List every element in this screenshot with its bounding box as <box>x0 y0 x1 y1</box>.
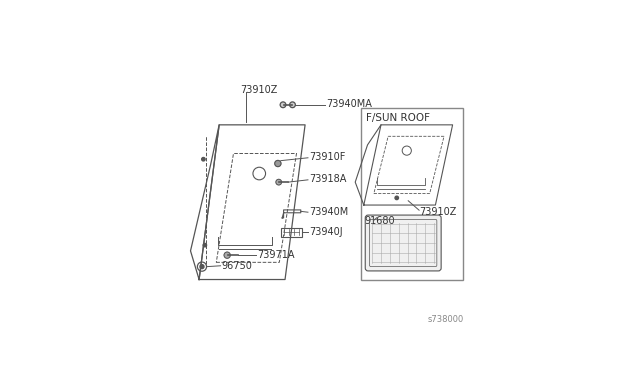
Circle shape <box>224 252 230 258</box>
Text: 73910F: 73910F <box>309 152 345 162</box>
Text: F/SUN ROOF: F/SUN ROOF <box>366 113 430 123</box>
Circle shape <box>276 180 282 185</box>
Text: s738000: s738000 <box>428 315 464 324</box>
Circle shape <box>203 243 207 247</box>
Text: 73940MA: 73940MA <box>326 99 372 109</box>
Text: 73910Z: 73910Z <box>420 207 457 217</box>
Text: 73940M: 73940M <box>309 207 348 217</box>
Text: 73918A: 73918A <box>309 174 346 184</box>
Text: 73940J: 73940J <box>309 227 342 237</box>
Circle shape <box>275 161 281 166</box>
Text: 91680: 91680 <box>365 216 396 226</box>
Circle shape <box>280 102 285 108</box>
FancyBboxPatch shape <box>365 215 441 271</box>
Circle shape <box>290 102 295 108</box>
Circle shape <box>200 264 204 269</box>
Text: 96750: 96750 <box>221 261 252 271</box>
Bar <box>281 228 302 237</box>
Circle shape <box>395 196 399 200</box>
Text: 73910Z: 73910Z <box>241 86 278 96</box>
Circle shape <box>202 157 205 161</box>
Text: 73971A: 73971A <box>257 250 295 260</box>
Bar <box>361 108 463 279</box>
